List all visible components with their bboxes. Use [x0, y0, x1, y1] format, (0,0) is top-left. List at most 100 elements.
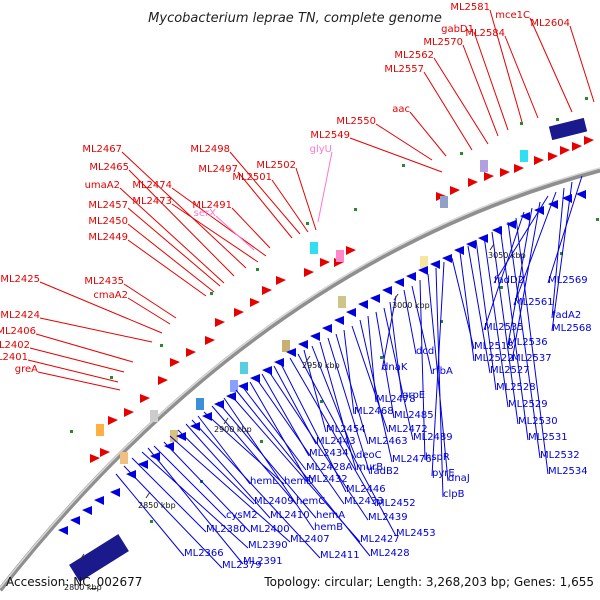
misc-feature-marker	[596, 218, 599, 221]
leader-line	[131, 457, 207, 533]
leader-line	[39, 281, 163, 334]
gene-label: ML2452	[376, 498, 416, 509]
gene-label: ML2402	[0, 340, 30, 351]
leader-line	[403, 289, 417, 355]
gene-label: hemC	[296, 496, 325, 507]
feature-box	[120, 452, 128, 464]
leader-line	[467, 245, 491, 374]
gene-label: ML2530	[518, 416, 558, 427]
leader-line	[409, 111, 447, 157]
leader-line	[123, 465, 223, 569]
reverse-gene-arrow	[94, 496, 104, 505]
gene-label: ML2366	[184, 548, 224, 559]
gene-label: pyrE	[432, 468, 455, 479]
gene-label: ML2569	[548, 275, 588, 286]
gene-label: murB	[356, 462, 383, 473]
gene-label: ML2406	[0, 326, 36, 337]
forward-gene-arrow	[276, 276, 286, 285]
reverse-gene-arrow	[322, 324, 332, 333]
reverse-gene-arrow	[164, 442, 174, 451]
gene-label: ML2428A	[306, 462, 353, 473]
leader-line	[303, 349, 327, 433]
misc-feature-marker	[560, 252, 563, 255]
feature-box	[338, 296, 346, 308]
gene-label: ML2535	[484, 322, 524, 333]
reverse-gene-arrow	[358, 300, 368, 309]
gene-label: ML2465	[89, 162, 129, 173]
reverse-gene-arrow	[70, 516, 80, 525]
leader-line	[171, 203, 259, 263]
leader-line	[273, 365, 317, 445]
leader-line	[343, 329, 355, 415]
reverse-gene-arrow	[286, 348, 296, 357]
gene-label: ML2390	[248, 540, 288, 551]
reverse-gene-arrow	[492, 226, 502, 235]
reverse-gene-arrow	[298, 340, 308, 349]
gene-label: ML2400	[250, 524, 290, 535]
leader-line	[231, 207, 271, 249]
genome-summary: Topology: circular; Length: 3,268,203 bp…	[263, 575, 594, 589]
misc-feature-marker	[500, 286, 503, 289]
tick-label: 3050 kbp	[488, 251, 526, 260]
leader-line	[297, 353, 397, 537]
forward-gene-arrow	[170, 358, 180, 367]
gene-label: ML2425	[0, 274, 40, 285]
leader-line	[271, 179, 309, 233]
leader-line	[499, 225, 529, 441]
gene-label: ML2427	[360, 534, 400, 545]
forward-gene-block	[548, 117, 588, 141]
gene-label: ML2604	[530, 18, 570, 29]
gene-label: ML2474	[132, 180, 172, 191]
gene-label: hemD	[284, 476, 314, 487]
gene-label: ML2527	[490, 365, 530, 376]
forward-gene-arrow	[100, 448, 110, 457]
leader-line	[267, 369, 369, 521]
gene-label: ML2457	[88, 200, 128, 211]
gene-label: ML2391	[243, 556, 283, 567]
forward-gene-arrow	[450, 186, 460, 195]
reverse-gene-arrow	[382, 286, 392, 295]
gene-label: ML2536	[508, 337, 548, 348]
leader-line	[191, 419, 321, 559]
gene-label: ML2497	[198, 164, 238, 175]
leader-line	[462, 44, 499, 137]
gene-label: ML2570	[423, 37, 463, 48]
gene-label: ML2528	[496, 382, 536, 393]
leader-line	[141, 451, 249, 549]
gene-label: ML2409	[254, 496, 294, 507]
tick-mark	[223, 417, 229, 425]
reverse-gene-arrow	[226, 392, 236, 401]
forward-gene-arrow	[534, 156, 544, 165]
gene-label: ML2584	[465, 28, 505, 39]
gene-label: ML2424	[0, 310, 40, 321]
forward-gene-arrow	[572, 142, 582, 151]
leader-line	[504, 35, 539, 119]
leader-line	[241, 385, 307, 471]
forward-gene-arrow	[140, 394, 150, 403]
tick-mark	[393, 293, 399, 301]
tick-label: 2900 kbp	[214, 425, 252, 434]
misc-feature-marker	[354, 208, 357, 211]
leader-line	[295, 167, 317, 231]
gene-label: fadB2	[370, 466, 399, 477]
gene-label: ML2439	[368, 512, 408, 523]
leader-line	[491, 231, 519, 425]
leader-line	[473, 31, 509, 131]
gene-label: ML2561	[514, 297, 554, 308]
gene-label: rfbA	[432, 366, 453, 377]
gene-label: ML2433	[344, 496, 384, 507]
gene-label: umaA2	[85, 180, 120, 191]
gene-label: fadD2	[494, 275, 524, 286]
feature-box	[336, 250, 344, 262]
reverse-gene-arrow	[454, 246, 464, 255]
label-leader-lines	[27, 9, 595, 569]
tick-mark	[489, 243, 495, 251]
reverse-gene-arrow	[442, 254, 452, 263]
gene-label: ML2443	[316, 436, 356, 447]
gene-label: fadA2	[552, 310, 581, 321]
leader-line	[459, 251, 475, 362]
gene-label: ML2550	[336, 116, 376, 127]
leader-line	[327, 337, 371, 475]
gene-label: ML2568	[552, 323, 592, 334]
